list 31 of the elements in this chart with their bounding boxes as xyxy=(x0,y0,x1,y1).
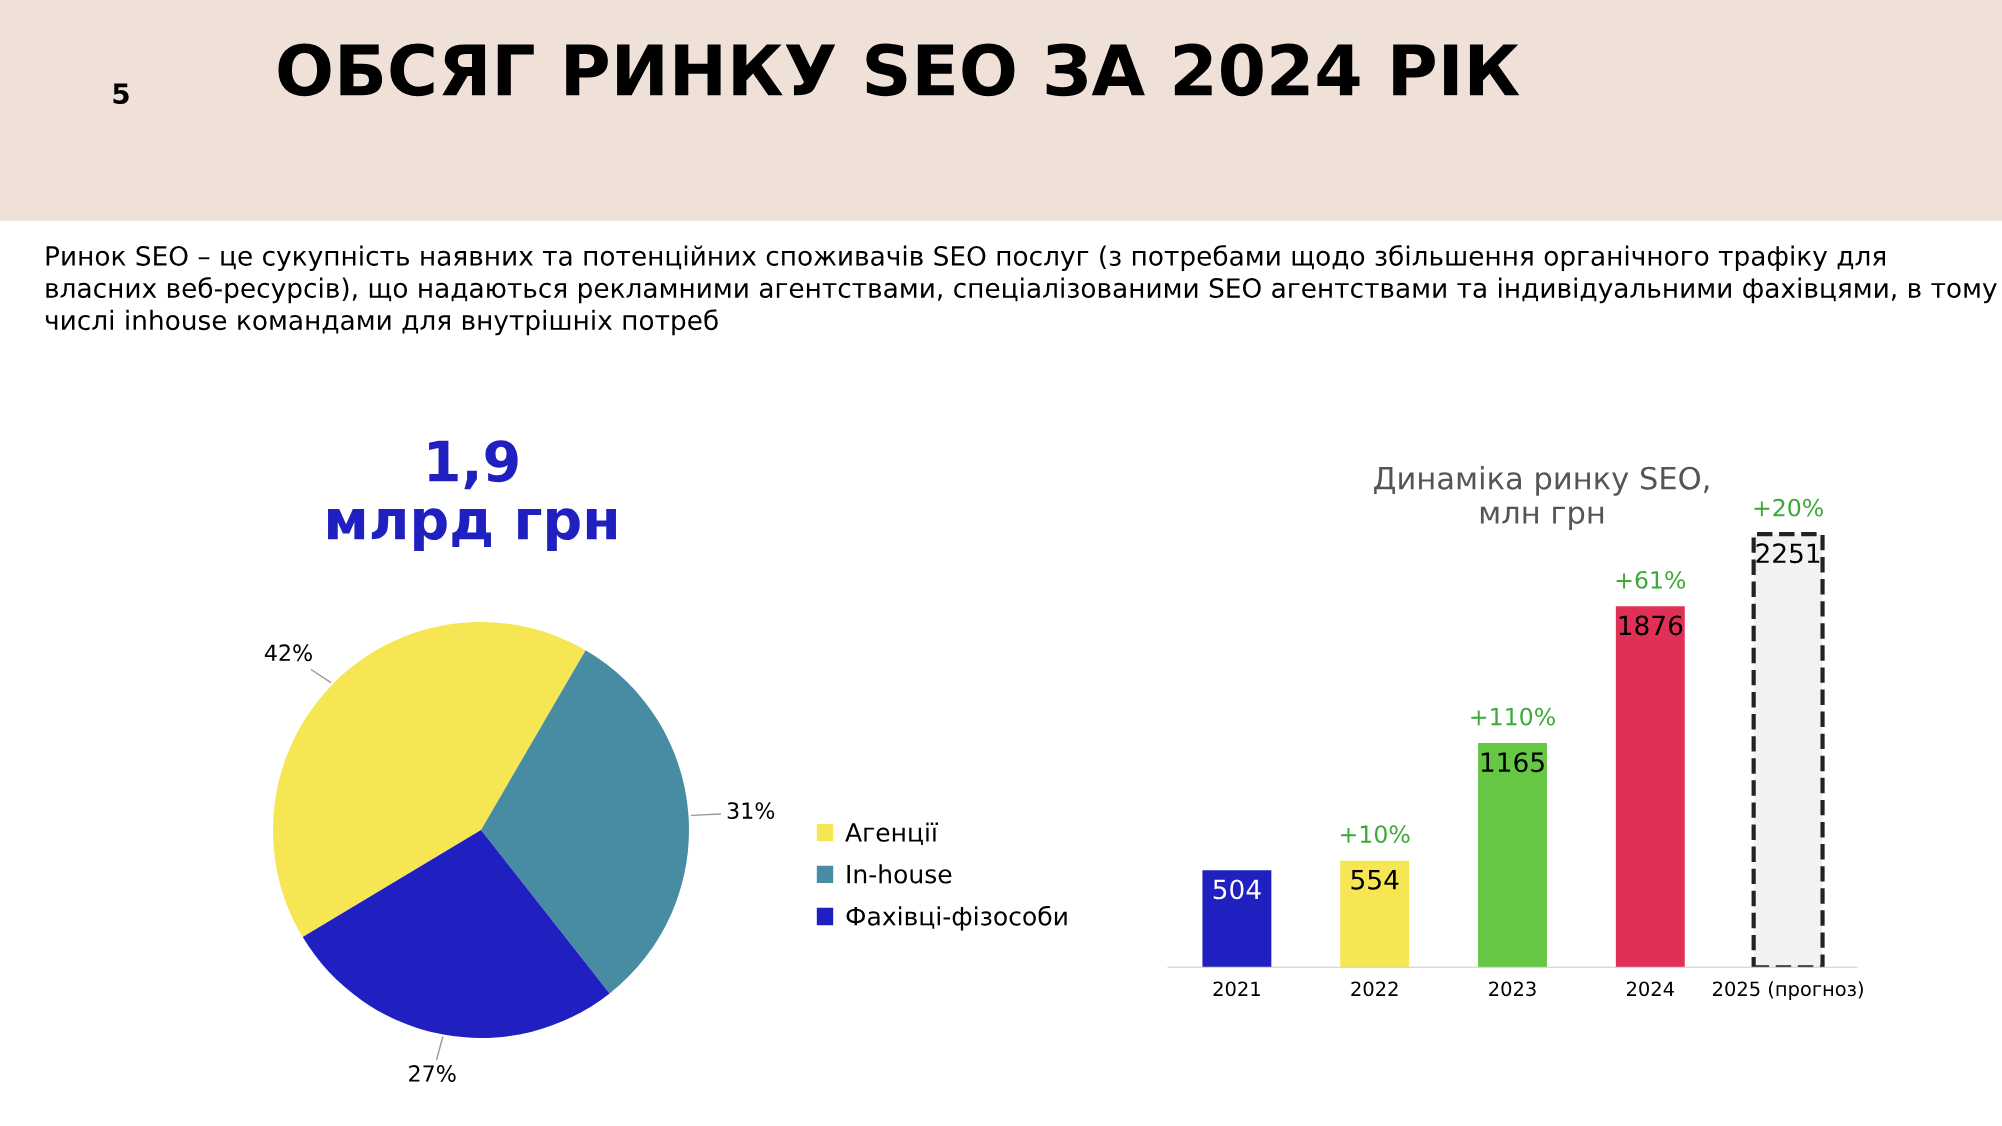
x-tick-label: 2024 xyxy=(1626,981,1674,997)
x-tick-label: 2023 xyxy=(1489,981,1536,997)
text: 5 xyxy=(113,83,129,105)
data-label: 31% xyxy=(727,802,775,819)
annotation: +10% xyxy=(1341,825,1410,844)
data-label: 554 xyxy=(1351,870,1399,890)
x-tick-label: 2021 xyxy=(1213,981,1260,997)
chart-title: Динаміка ринку SEO, млн грн xyxy=(1374,466,1709,530)
chart-subtitle: Ринок SEO – це сукупність наявних та потенційних споживачів SEO послуг (з потребами щодо збільшення органічного трафіку для власних веб-ресурсів), що надаються рекламними агентствами, спеціалізованими SEO агентствами та індивідуальними фахівцями, в тому числі inhouse командами для внутрішніх потреб xyxy=(45,245,1997,336)
legend-label: Агенції xyxy=(845,822,939,845)
data-label: 27% xyxy=(409,1065,456,1082)
pie-slice xyxy=(302,829,610,1038)
x-tick-label: 2022 xyxy=(1351,981,1398,997)
x-tick-label: 2025 (прогноз) xyxy=(1713,981,1863,1000)
annotation: +20% xyxy=(1754,498,1823,517)
data-label: 42% xyxy=(264,644,312,662)
data-label: 504 xyxy=(1213,879,1261,900)
chart-title: ОБСЯГ РИНКУ SEO ЗА 2024 РІК xyxy=(278,43,1520,97)
legend-label: In-house xyxy=(847,864,952,884)
bar xyxy=(1615,606,1685,968)
data-label: 1876 xyxy=(1619,615,1683,636)
data-label: 1165 xyxy=(1481,752,1544,773)
annotation: +110% xyxy=(1471,707,1555,726)
pie-slice xyxy=(481,650,689,994)
text: 1,9 млрд грн xyxy=(328,440,616,551)
bar xyxy=(1202,870,1272,968)
legend-label: Фахівці-фізособи xyxy=(846,905,1067,931)
annotation: +61% xyxy=(1616,570,1686,589)
bar xyxy=(1478,743,1547,968)
bar xyxy=(1340,860,1410,968)
data-label: 2251 xyxy=(1756,543,1820,564)
